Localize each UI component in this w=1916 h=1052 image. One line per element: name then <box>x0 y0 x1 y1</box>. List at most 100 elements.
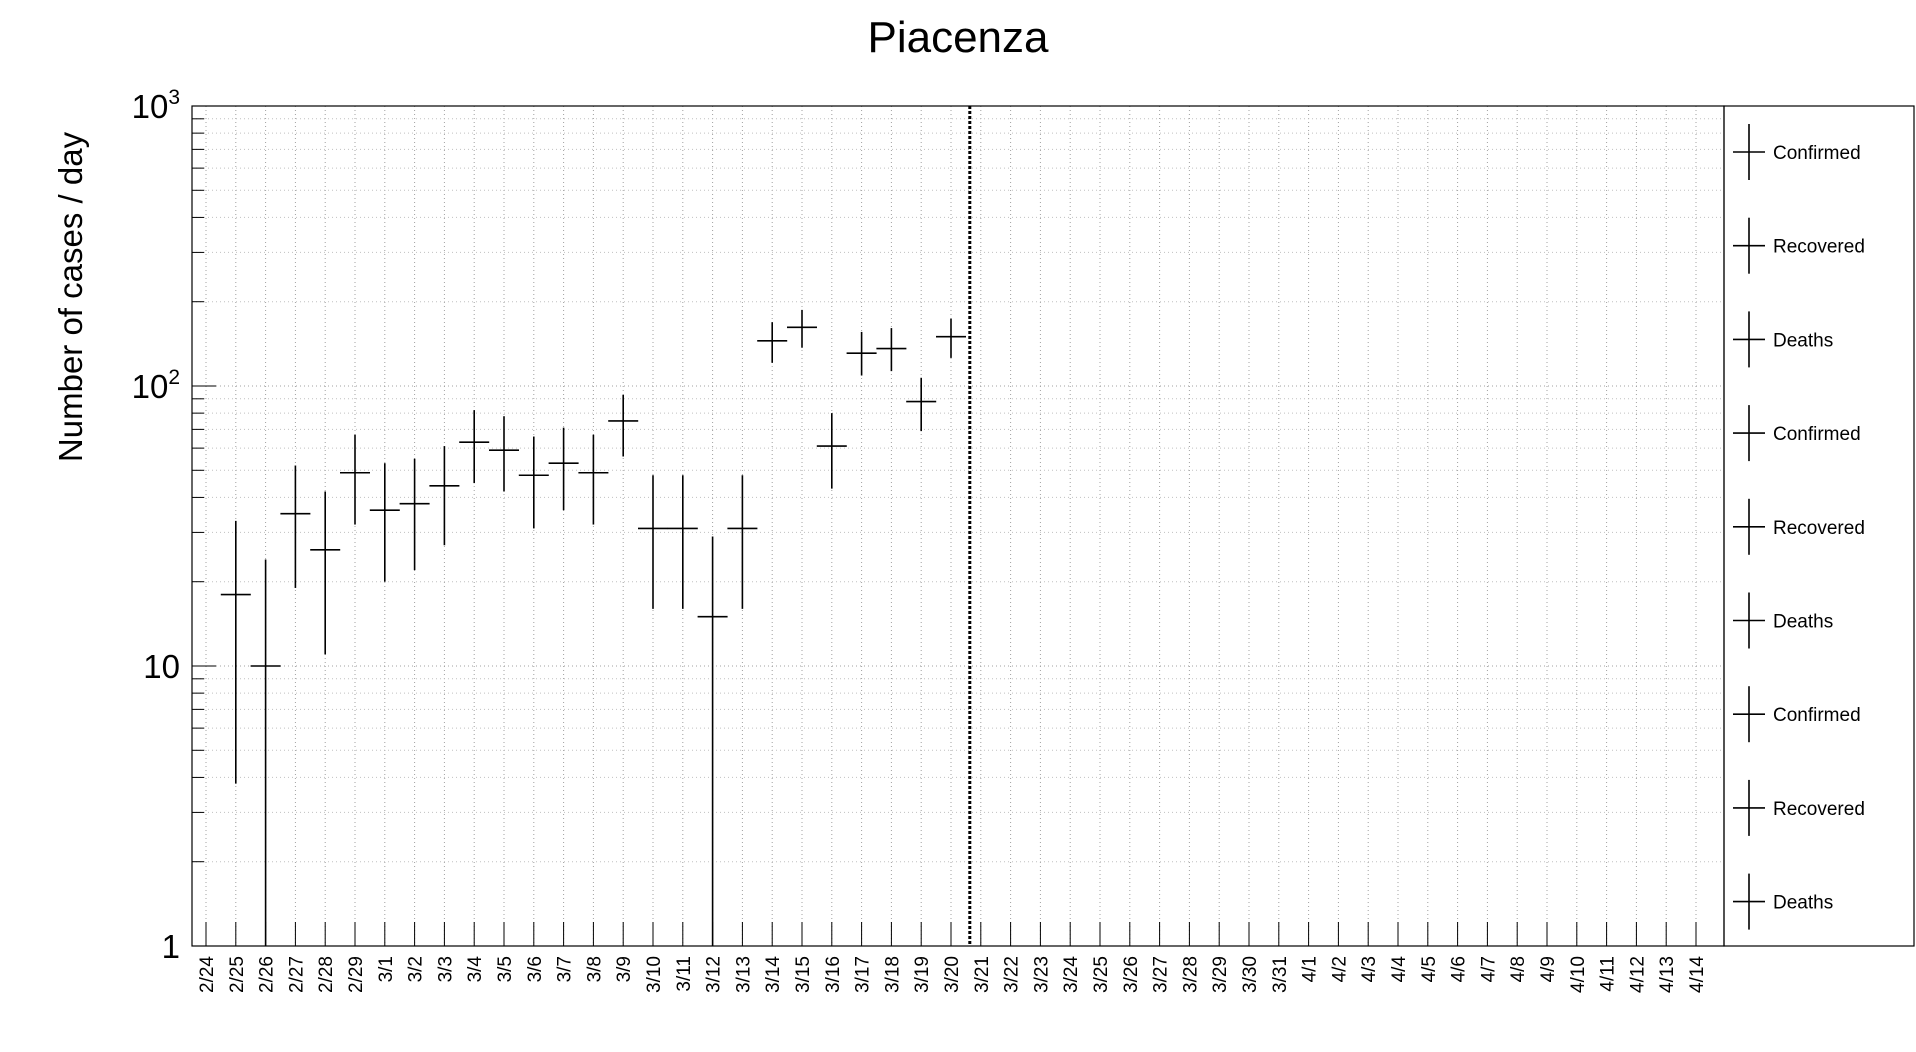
data-point <box>697 536 728 946</box>
x-tick-label: 4/5 <box>1419 956 1440 982</box>
x-tick-label: 4/9 <box>1538 956 1559 982</box>
y-tick-label: 10 <box>143 648 180 685</box>
y-axis: 1 10 102 103 <box>132 86 216 965</box>
legend-entry: Recovered <box>1733 779 1865 836</box>
data-point <box>310 491 341 655</box>
data-point <box>280 465 311 588</box>
data-point <box>757 322 788 363</box>
data-point <box>787 309 817 348</box>
data-point <box>906 377 937 432</box>
data-point <box>429 446 460 546</box>
x-tick-label: 3/30 <box>1240 956 1261 993</box>
x-tick-label: 2/29 <box>346 956 367 993</box>
legend-frame <box>1723 105 1915 947</box>
x-tick-label: 3/24 <box>1061 956 1082 993</box>
x-tick-label: 3/17 <box>853 956 874 993</box>
legend-entry: Confirmed <box>1733 686 1861 743</box>
x-tick-label: 2/28 <box>316 956 337 993</box>
x-tick-label: 3/14 <box>763 956 784 993</box>
data-point <box>667 475 698 609</box>
data-point <box>369 463 400 582</box>
x-tick-label: 3/19 <box>912 956 933 993</box>
x-tick-label: 2/27 <box>286 956 307 993</box>
y-tick-label: 1 <box>162 928 180 965</box>
x-tick-label: 4/10 <box>1568 956 1589 993</box>
data-points <box>220 309 966 946</box>
legend-label: Deaths <box>1773 893 1833 914</box>
x-tick-label: 3/25 <box>1091 956 1112 993</box>
data-point <box>250 559 281 946</box>
x-tick-label: 4/11 <box>1598 956 1619 992</box>
legend-label: Confirmed <box>1773 424 1861 445</box>
x-tick-label: 4/4 <box>1389 956 1410 983</box>
x-tick-label: 3/13 <box>733 956 754 993</box>
x-tick-label: 2/24 <box>197 956 218 993</box>
data-point <box>936 318 966 358</box>
legend-entry: Deaths <box>1733 873 1833 930</box>
data-point <box>578 434 609 525</box>
x-tick-label: 3/2 <box>406 956 427 982</box>
legend-label: Recovered <box>1773 518 1865 539</box>
y-axis-label: Number of cases / day <box>52 131 89 462</box>
data-point <box>459 410 490 484</box>
data-point <box>220 520 251 784</box>
x-tick-label: 3/11 <box>674 956 695 992</box>
data-point <box>846 331 877 376</box>
x-tick-label: 2/25 <box>227 956 248 993</box>
x-tick-label: 3/8 <box>584 956 605 982</box>
x-tick-label: 3/5 <box>495 956 516 982</box>
legend-entry: Confirmed <box>1733 124 1861 180</box>
plot-area-frame <box>191 105 1725 947</box>
y-tick-label: 103 <box>132 86 180 125</box>
x-tick-label: 3/23 <box>1031 956 1052 993</box>
y-tick-label: 102 <box>132 366 180 405</box>
x-tick-label: 4/2 <box>1329 956 1350 982</box>
legend-entry: Confirmed <box>1733 405 1861 462</box>
x-tick-label: 4/7 <box>1478 956 1499 982</box>
x-tick-label: 3/10 <box>644 956 665 993</box>
x-tick-label: 3/12 <box>704 956 725 993</box>
legend: Confirmed Recovered Deaths Confirmed Recover… <box>1733 124 1865 930</box>
x-tick-label: 3/26 <box>1121 956 1142 993</box>
x-tick-label: 3/28 <box>1180 956 1201 993</box>
x-tick-label: 3/18 <box>882 956 903 993</box>
x-tick-label: 3/7 <box>555 956 576 982</box>
x-tick-label: 3/1 <box>376 956 397 982</box>
data-point <box>548 427 579 511</box>
x-tick-label: 2/26 <box>257 956 278 993</box>
x-tick-label: 4/13 <box>1657 956 1678 993</box>
x-tick-label: 3/31 <box>1270 956 1291 993</box>
legend-label: Deaths <box>1773 330 1833 351</box>
legend-entry: Deaths <box>1733 311 1833 368</box>
data-point <box>816 413 847 489</box>
chart-title: Piacenza <box>867 13 1049 62</box>
legend-label: Confirmed <box>1773 705 1861 726</box>
x-tick-label: 3/27 <box>1151 956 1172 993</box>
x-tick-label: 4/8 <box>1508 956 1529 982</box>
x-tick-label: 3/3 <box>435 956 456 982</box>
data-point <box>876 328 907 372</box>
x-tick-label: 3/20 <box>942 956 963 993</box>
data-point <box>340 434 370 525</box>
x-axis: 2/24 2/25 2/26 2/27 2/28 2/29 3/1 3/2 3/3 3/4 3/5 3… <box>197 922 1708 993</box>
legend-label: Confirmed <box>1773 143 1861 164</box>
data-point <box>399 458 430 571</box>
x-tick-label: 4/6 <box>1449 956 1470 982</box>
data-point <box>489 416 519 492</box>
x-tick-label: 4/3 <box>1359 956 1380 982</box>
x-tick-label: 4/14 <box>1687 956 1708 993</box>
x-tick-label: 4/12 <box>1627 956 1648 993</box>
legend-entry: Deaths <box>1733 592 1833 649</box>
x-tick-label: 4/1 <box>1300 956 1321 982</box>
data-point <box>518 436 549 529</box>
x-tick-label: 3/4 <box>465 956 486 983</box>
x-tick-label: 3/21 <box>972 956 993 993</box>
data-point <box>727 475 758 609</box>
legend-label: Deaths <box>1773 612 1833 633</box>
x-tick-label: 3/16 <box>823 956 844 993</box>
data-point <box>608 394 639 457</box>
data-point <box>638 475 668 609</box>
x-tick-label: 3/9 <box>614 956 635 982</box>
x-tick-label: 3/15 <box>793 956 814 993</box>
